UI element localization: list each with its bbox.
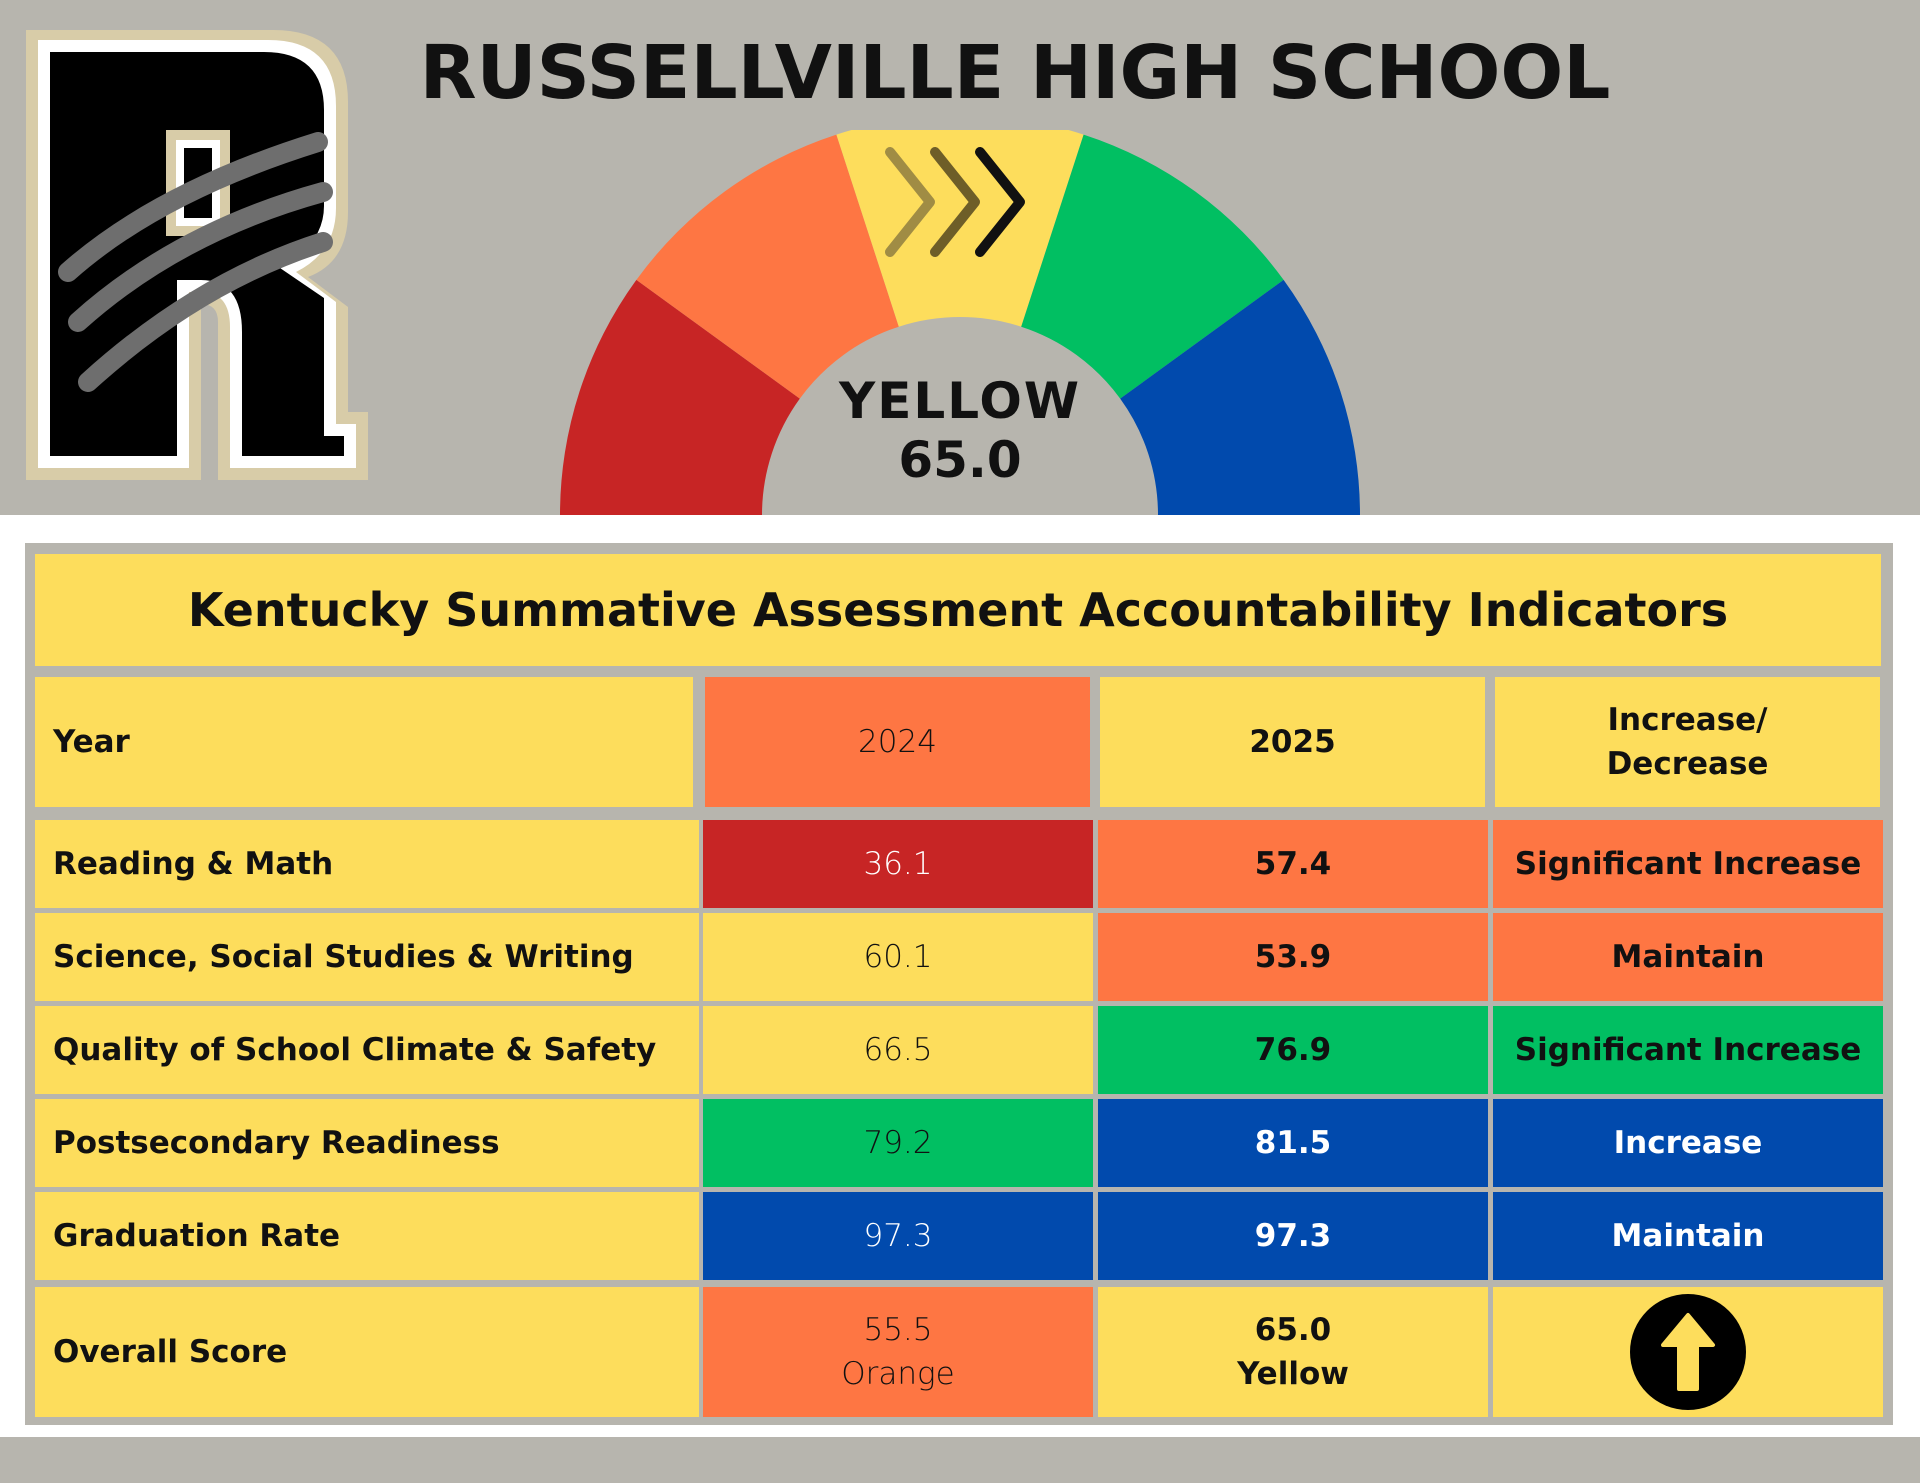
gauge-label: YELLOW 65.0 <box>760 372 1160 490</box>
letter-r-claw-logo <box>26 30 368 480</box>
change-status: Significant Increase <box>1493 1006 1883 1094</box>
value-2025: 81.5 <box>1098 1099 1488 1187</box>
change-status: Maintain <box>1493 913 1883 1001</box>
score-gauge <box>560 130 1360 515</box>
overall-label: Overall Score <box>35 1287 699 1417</box>
gauge-segment-red <box>560 279 800 515</box>
change-status: Increase <box>1493 1099 1883 1187</box>
value-2024: 66.5 <box>703 1006 1093 1094</box>
value-2025: 76.9 <box>1098 1006 1488 1094</box>
value-2024: 97.3 <box>703 1192 1093 1280</box>
header-change: Increase/ Decrease <box>1495 677 1880 807</box>
overall-2025-color: Yellow <box>1237 1356 1349 1392</box>
header-year: Year <box>35 677 693 807</box>
up-arrow-icon <box>1630 1294 1746 1410</box>
value-2024: 36.1 <box>703 820 1093 908</box>
row-label: Graduation Rate <box>35 1192 699 1280</box>
header-2024: 2024 <box>705 677 1090 807</box>
header: RUSSELLVILLE HIGH SCHOOL YELLOW 65.0 <box>0 0 1920 515</box>
value-2025: 53.9 <box>1098 913 1488 1001</box>
value-2024: 60.1 <box>703 913 1093 1001</box>
value-2025: 97.3 <box>1098 1192 1488 1280</box>
gauge-score: 65.0 <box>898 431 1022 489</box>
overall-2024-score: 55.5 <box>863 1312 933 1348</box>
gauge-level: YELLOW <box>839 372 1081 430</box>
row-label: Quality of School Climate & Safety <box>35 1006 699 1094</box>
gauge-segment-blue <box>1120 279 1360 515</box>
change-status: Maintain <box>1493 1192 1883 1280</box>
overall-2025: 65.0 Yellow <box>1098 1287 1488 1417</box>
value-2024: 79.2 <box>703 1099 1093 1187</box>
header-2025: 2025 <box>1100 677 1485 807</box>
overall-change <box>1493 1287 1883 1417</box>
change-status: Significant Increase <box>1493 820 1883 908</box>
overall-2025-score: 65.0 <box>1254 1312 1332 1348</box>
gauge-segment-orange <box>636 134 899 399</box>
gauge-segment-green <box>1021 134 1284 399</box>
triple-chevron-right-icon <box>885 147 1025 257</box>
overall-2024-color: Orange <box>841 1356 955 1392</box>
row-label: Reading & Math <box>35 820 699 908</box>
value-2025: 57.4 <box>1098 820 1488 908</box>
row-label: Science, Social Studies & Writing <box>35 913 699 1001</box>
row-label: Postsecondary Readiness <box>35 1099 699 1187</box>
school-title: RUSSELLVILLE HIGH SCHOOL <box>419 30 1611 116</box>
overall-2024: 55.5 Orange <box>703 1287 1093 1417</box>
table-title: Kentucky Summative Assessment Accountabi… <box>35 554 1881 666</box>
